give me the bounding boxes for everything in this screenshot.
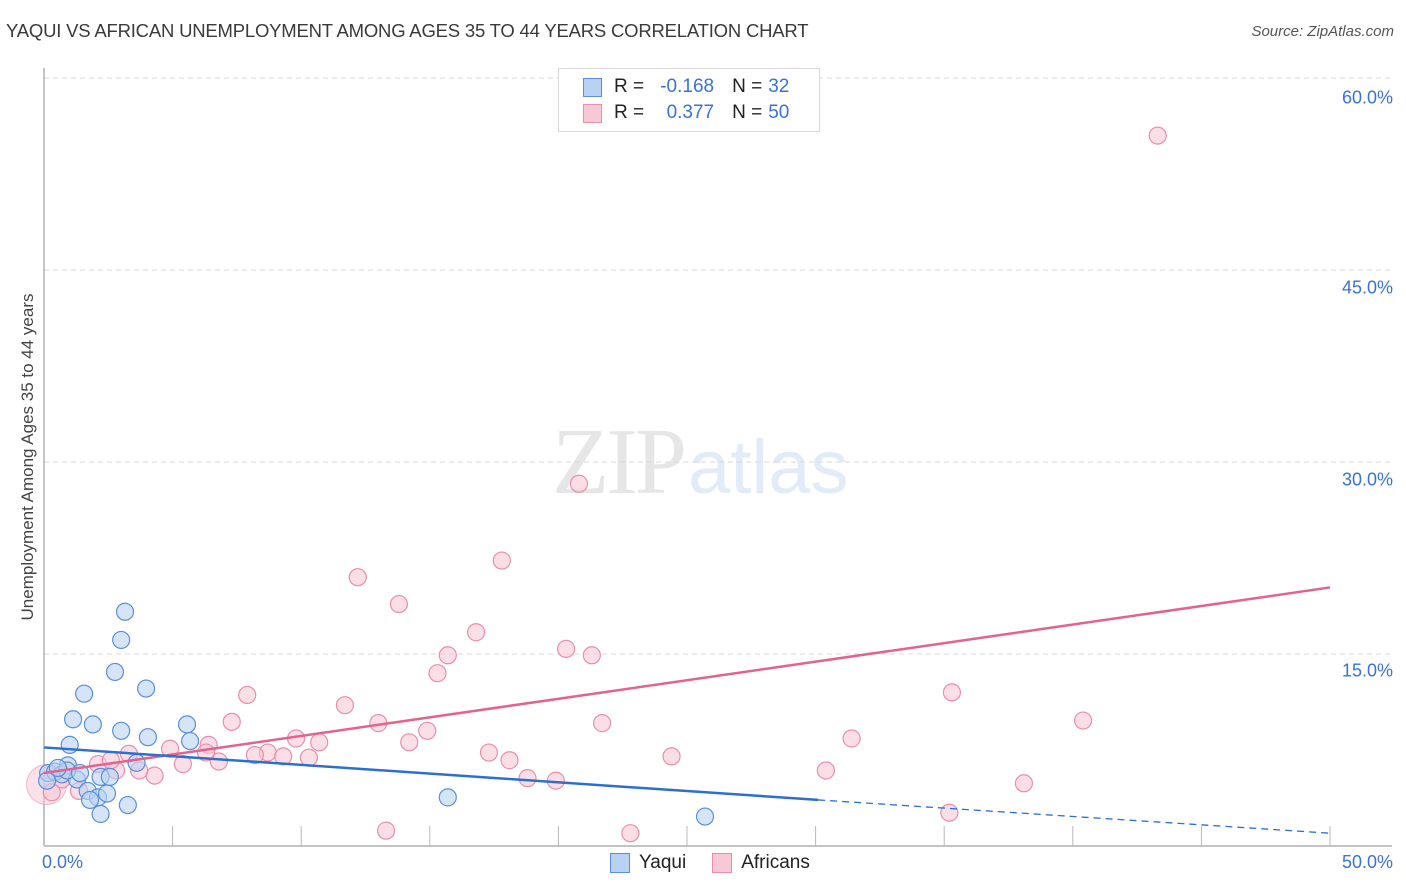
yaqui-trend-line — [43, 746, 819, 802]
africans-point — [222, 712, 241, 731]
africans-point — [145, 766, 164, 785]
africans-point — [1073, 711, 1093, 730]
y-tick-45: 45.0% — [1341, 277, 1393, 298]
africans-point — [940, 803, 959, 822]
stats-legend: R = -0.168 N = 32 R = 0.377 N = 50 — [558, 68, 820, 132]
y-tick-60: 60.0% — [1341, 87, 1393, 108]
africans-point — [1148, 126, 1167, 145]
n-value: 32 — [768, 76, 790, 97]
africans-point — [209, 752, 228, 771]
africans-point — [593, 714, 612, 733]
africans-point — [400, 733, 419, 752]
x-tick-0: 0.0% — [42, 852, 84, 872]
yaqui-point — [180, 731, 200, 751]
africans-point — [662, 747, 681, 766]
n-label: N = — [732, 102, 763, 123]
y-tick-30: 30.0% — [1341, 469, 1393, 490]
legend-item-yaqui[interactable]: Yaqui — [610, 852, 686, 874]
africans-swatch-icon — [712, 853, 733, 873]
africans-point — [479, 743, 499, 762]
yaqui-trend-extension — [818, 799, 1331, 834]
yaqui-point — [115, 602, 135, 621]
africans-point — [238, 685, 257, 705]
legend-row-africans: R = 0.377 N = 50 — [583, 101, 789, 125]
africans-point — [842, 729, 861, 748]
africans-point — [101, 751, 120, 770]
y-tick-15: 15.0% — [1341, 660, 1393, 681]
africans-point — [500, 751, 519, 770]
yaqui-point — [118, 795, 137, 815]
africans-point — [816, 761, 835, 780]
r-value: -0.168 — [660, 76, 715, 97]
trend-lines — [43, 586, 1331, 834]
yaqui-point — [695, 807, 715, 826]
africans-point — [389, 594, 409, 614]
africans-swatch-icon — [583, 103, 602, 123]
africans-point — [492, 551, 511, 570]
africans-point — [299, 748, 319, 767]
legend-row-yaqui: R = -0.168 N = 32 — [583, 75, 789, 99]
series-legend: Yaqui Africans — [610, 852, 836, 874]
africans-point — [310, 733, 329, 752]
source-credit: Source: ZipAtlas.com — [1251, 23, 1394, 40]
africans-point — [1014, 774, 1034, 793]
gridlines — [44, 77, 1392, 655]
africans-point — [438, 646, 457, 665]
r-label: R = — [614, 102, 645, 123]
yaqui-point — [80, 790, 100, 810]
yaqui-point — [48, 758, 67, 778]
africans-point — [466, 623, 486, 642]
yaqui-swatch-icon — [583, 77, 602, 97]
x-tick-50: 50.0% — [1341, 852, 1393, 872]
chart-title: YAQUI VS AFRICAN UNEMPLOYMENT AMONG AGES… — [6, 20, 809, 41]
legend-item-africans[interactable]: Africans — [712, 852, 810, 874]
yaqui-point — [75, 684, 94, 703]
r-value: 0.377 — [666, 102, 715, 123]
yaqui-point — [105, 662, 125, 682]
y-axis-label: Unemployment Among Ages 35 to 44 years — [18, 293, 37, 621]
africans-point — [518, 769, 537, 788]
africans-point — [173, 754, 192, 774]
legend-label-africans: Africans — [741, 852, 810, 873]
africans-point — [428, 664, 447, 683]
axes — [43, 68, 1392, 847]
yaqui-point — [97, 784, 117, 803]
africans-point — [418, 721, 437, 740]
yaqui-point — [112, 630, 131, 650]
africans-point — [335, 696, 355, 715]
yaqui-point — [138, 728, 158, 747]
yaqui-point — [127, 753, 146, 772]
n-value: 50 — [768, 102, 790, 123]
r-label: R = — [614, 76, 645, 97]
africans-point — [348, 568, 367, 587]
africans-point — [582, 646, 601, 665]
yaqui-point — [137, 679, 156, 698]
yaqui-point — [83, 715, 102, 734]
n-label: N = — [732, 76, 763, 97]
africans-point — [557, 639, 576, 658]
africans-point — [245, 746, 265, 765]
yaqui-point — [91, 804, 110, 824]
yaqui-swatch-icon — [610, 853, 630, 873]
yaqui-point — [438, 788, 457, 807]
africans-point — [376, 821, 396, 840]
yaqui-point — [177, 715, 197, 734]
yaqui-points — [37, 602, 715, 826]
africans-point — [942, 683, 962, 702]
yaqui-point — [63, 710, 83, 729]
legend-label-yaqui: Yaqui — [639, 852, 687, 873]
africans-point — [569, 474, 589, 493]
africans-point — [621, 824, 640, 843]
yaqui-point — [100, 767, 119, 786]
africans-trend-line — [43, 586, 1331, 775]
africans-points — [26, 126, 1167, 843]
yaqui-point — [112, 721, 131, 740]
